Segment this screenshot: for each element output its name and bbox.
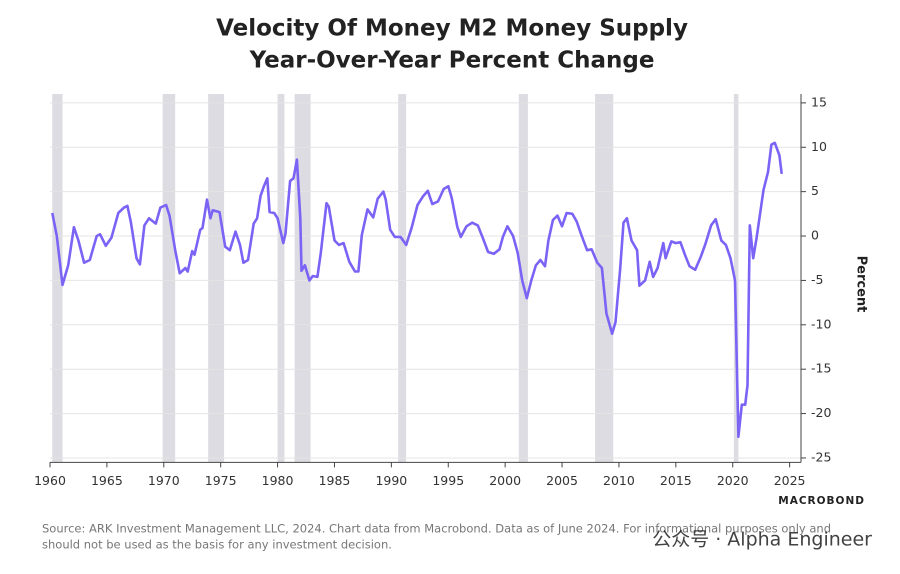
x-tick-label: 1965 [91, 473, 123, 488]
x-tick-label: 2025 [774, 473, 806, 488]
x-tick-label: 1985 [319, 473, 351, 488]
source: Source: ARK Investment Management LLC, 2… [42, 522, 831, 536]
watermark: 公众号 · Alpha Engineer [652, 529, 872, 551]
chart-title: Year-Over-Year Percent Change [249, 48, 655, 74]
recession-band [208, 94, 225, 463]
y-tick-label: 15 [811, 94, 827, 109]
recession-band [733, 94, 739, 463]
x-tick-label: 2010 [603, 473, 635, 488]
y-tick-label: -15 [811, 361, 831, 376]
x-tick-label: 1995 [432, 473, 464, 488]
recession-band [277, 94, 285, 463]
y-tick-label: 5 [811, 183, 819, 198]
y-tick-label: -25 [811, 449, 831, 464]
data-line [51, 141, 783, 438]
y-tick-label: -5 [811, 272, 823, 287]
recession-band [398, 94, 407, 463]
y-tick-label: -10 [811, 316, 831, 331]
y-axis-label: Percent [854, 256, 869, 313]
x-tick-label: 1975 [205, 473, 237, 488]
chart-title: Velocity Of Money M2 Money Supply [216, 16, 688, 42]
x-tick-label: 1970 [148, 473, 180, 488]
recession-band [162, 94, 176, 463]
x-tick-label: 2005 [546, 473, 578, 488]
y-tick-label: 0 [811, 228, 819, 243]
x-tick-label: 1960 [34, 473, 66, 488]
x-tick-label: 1980 [262, 473, 294, 488]
recession-band [52, 94, 63, 463]
x-tick-label: 2020 [717, 473, 749, 488]
plot: 15 10 5 0 -5 -10 -15 -20 -25 1960 1965 1970 1975 1980… [34, 94, 831, 488]
brand: MACROBOND [778, 495, 865, 507]
x-tick-label: 2000 [489, 473, 521, 488]
y-tick-label: -20 [811, 405, 831, 420]
recession-band [518, 94, 528, 463]
x-tick-label: 2015 [660, 473, 692, 488]
x-tick-label: 1990 [375, 473, 407, 488]
source: should not be used as the basis for any … [42, 538, 392, 552]
y-tick-label: 10 [811, 139, 827, 154]
